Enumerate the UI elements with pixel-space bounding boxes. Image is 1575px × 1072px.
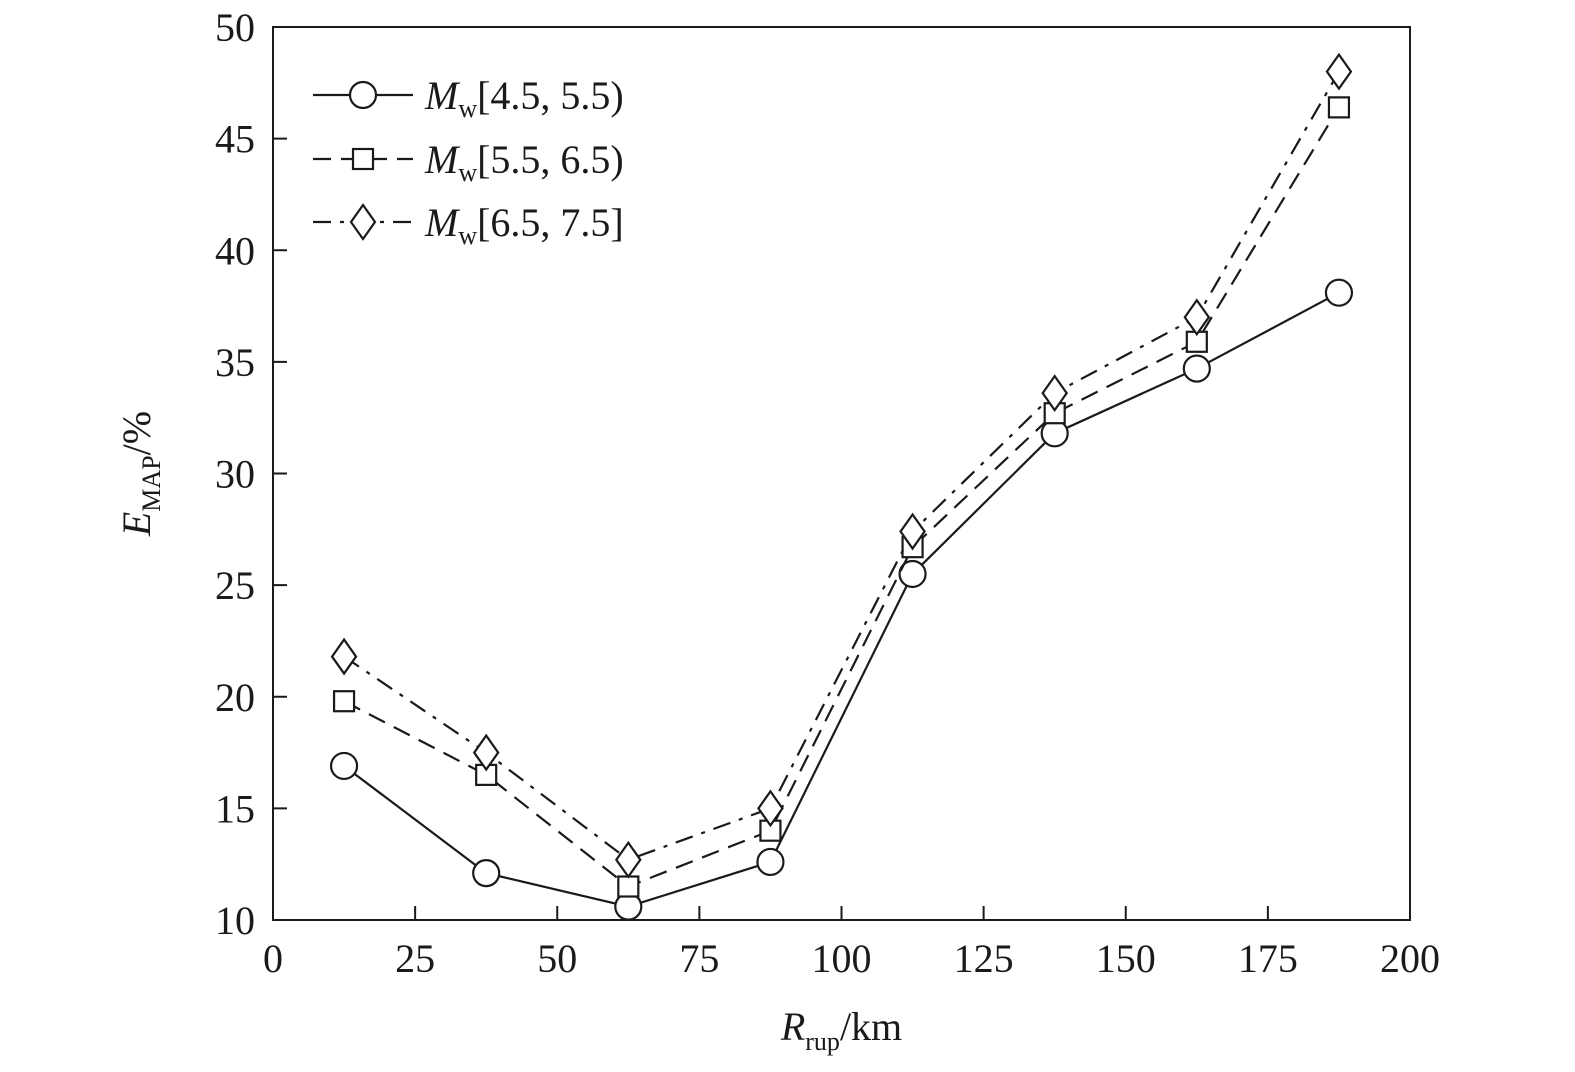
series-2-point-3 [757,789,784,828]
y-axis-title-sub: MAP [137,455,166,511]
x-tick-label-8: 200 [1380,936,1440,981]
x-tick-label-0: 0 [263,936,283,981]
series-line-0 [343,291,1340,908]
legend-label-range-1: [5.5, 6.5) [477,137,624,182]
x-tick-label-3: 75 [679,936,719,981]
series-2-point-7 [1325,52,1353,91]
series-line-2 [343,71,1340,861]
x-tick-label-2: 50 [537,936,577,981]
y-axis-title-main: E [114,512,159,537]
y-tick-label-5: 35 [215,340,255,385]
legend-label-sub-2: w [458,221,477,250]
legend-label-range-0: [4.5, 5.5) [477,73,624,118]
x-axis-title-sub: rup [805,1027,840,1056]
x-axis-title-suffix: /km [840,1004,902,1049]
series-2-point-6 [1183,298,1211,337]
legend-label-range-2: [6.5, 7.5] [477,200,624,245]
legend-label-2: Mw[6.5, 7.5] [424,200,624,250]
series-0-point-1 [472,859,501,888]
x-tick-label-7: 175 [1238,936,1298,981]
y-tick-label-7: 45 [215,117,255,162]
legend-label-0: Mw[4.5, 5.5) [424,73,624,123]
legend-label-main-1: M [424,137,461,182]
legend-label-main-0: M [424,73,461,118]
legend-marker-2 [349,203,377,241]
legend: Mw[4.5, 5.5)Mw[5.5, 6.5)Mw[6.5, 7.5] [313,73,624,250]
series-layer [329,52,1354,921]
series-2 [330,52,1353,879]
y-tick-label-3: 25 [215,563,255,608]
y-axis-title-suffix: /% [114,411,159,455]
y-tick-label-8: 50 [215,5,255,50]
series-2-point-4 [899,512,926,551]
y-tick-label-4: 30 [215,452,255,497]
series-2-point-2 [614,840,642,879]
y-tick-label-0: 10 [215,898,255,943]
x-tick-label-5: 125 [954,936,1014,981]
legend-label-sub-1: w [458,158,477,187]
ticks-layer [272,26,1411,921]
series-0-point-0 [329,751,359,781]
series-1-point-0 [332,690,356,713]
legend-marker-1 [351,147,375,171]
legend-label-sub-0: w [458,94,477,123]
labels-layer: 0 25 50 75 100 125 150 175 200 10 15 20 25 30 35 40 45 50 [215,5,1440,981]
series-1-point-7 [1327,96,1351,119]
legend-label-main-2: M [424,200,461,245]
series-0-point-3 [756,847,785,877]
series-2-point-0 [330,637,358,676]
y-tick-label-6: 40 [215,228,255,273]
series-2-point-5 [1041,374,1069,413]
y-tick-label-2: 20 [215,675,255,720]
series-line-1 [343,106,1340,888]
x-tick-label-6: 150 [1096,936,1156,981]
legend-marker-0 [348,80,378,110]
x-tick-label-4: 100 [812,936,872,981]
series-0-point-6 [1182,354,1211,383]
x-axis-title-main: R [780,1004,805,1049]
series-0-point-4 [898,559,927,589]
x-tick-label-1: 25 [395,936,435,981]
x-axis-title: Rrup/km [780,1004,902,1056]
series-0-point-7 [1324,278,1354,307]
legend-label-1: Mw[5.5, 6.5) [424,137,624,187]
y-tick-label-1: 15 [215,786,255,831]
series-2-point-1 [472,733,500,772]
y-axis-title: EMAP/% [114,411,166,537]
series-1-point-2 [617,875,640,898]
